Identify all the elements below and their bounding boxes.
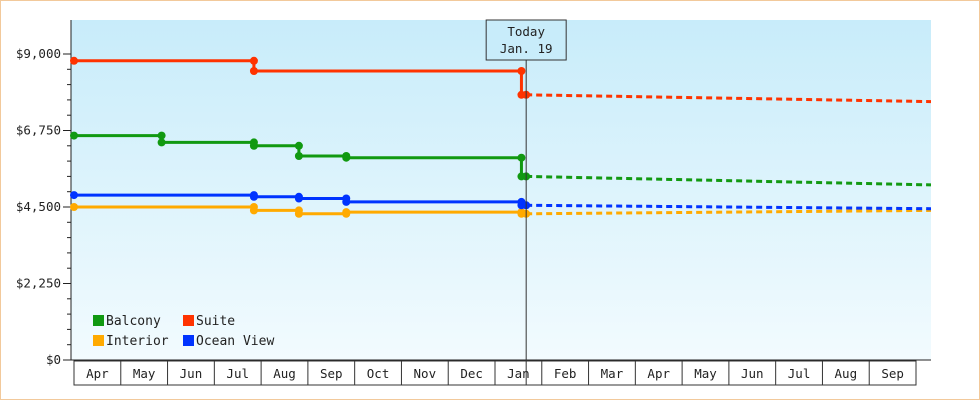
x-tick-label: May	[694, 366, 717, 381]
x-tick-label: Oct	[367, 366, 390, 381]
y-tick-label: $0	[46, 352, 61, 367]
legend-swatch-ocean-view	[183, 335, 194, 346]
balcony-point	[294, 152, 303, 160]
ocean-view-point	[294, 194, 303, 203]
x-tick-label: Sep	[320, 366, 343, 381]
balcony-forecast-line	[526, 174, 932, 187]
legend-label-suite: Suite	[196, 314, 235, 329]
y-tick-label: $9,000	[16, 46, 61, 61]
x-tick-label: Jan	[507, 366, 530, 381]
today-date-label: Jan. 19	[500, 41, 553, 56]
series-interior	[70, 203, 932, 218]
x-tick-label: Dec	[460, 366, 483, 381]
y-tick-label: $2,250	[16, 276, 61, 291]
ocean-view-point	[249, 192, 258, 201]
today-box	[485, 19, 567, 61]
x-tick-label: Jul	[226, 366, 249, 381]
x-tick-label: Jun	[741, 366, 764, 381]
legend-label-interior: Interior	[106, 334, 169, 349]
x-tick-label: Nov	[414, 366, 437, 381]
x-tick-label: Sep	[881, 366, 904, 381]
balcony-point	[342, 153, 351, 162]
today-marker: Today Jan. 19	[485, 19, 567, 385]
balcony-point	[157, 138, 166, 147]
x-tick-label: May	[133, 366, 156, 381]
balcony-point	[249, 141, 258, 150]
legend-swatch-balcony	[93, 315, 104, 326]
legend-swatch-suite	[183, 315, 194, 326]
y-axis: $0 $2,250 $4,500 $6,750 $9,000	[16, 20, 72, 367]
legend-swatch-interior	[93, 335, 104, 346]
suite-point	[517, 67, 526, 75]
x-tick-label: Aug	[835, 366, 858, 381]
interior-point	[294, 209, 303, 218]
plot-background	[71, 20, 931, 360]
suite-point	[70, 56, 78, 65]
legend-label-balcony: Balcony	[106, 314, 161, 329]
y-tick-label: $4,500	[16, 199, 61, 214]
balcony-point	[294, 141, 303, 150]
series-ocean-view	[70, 191, 932, 211]
ocean-view-point	[70, 191, 78, 200]
x-tick-label: Feb	[554, 366, 577, 381]
legend-label-ocean-view: Ocean View	[196, 334, 274, 349]
suite-point	[249, 56, 258, 65]
legend: Balcony Suite Interior Ocean View	[93, 314, 274, 349]
interior-point	[249, 206, 258, 215]
x-tick-label: Jun	[180, 366, 203, 381]
balcony-point	[70, 131, 78, 140]
x-tick-label: Mar	[601, 366, 624, 381]
x-tick-label: Apr	[647, 366, 670, 381]
x-tick-label: Jul	[788, 366, 811, 381]
x-tick-label: Apr	[86, 366, 109, 381]
interior-point	[70, 203, 78, 211]
balcony-point	[157, 131, 166, 140]
y-tick-label: $6,750	[16, 123, 61, 138]
ocean-view-forecast-line	[526, 203, 932, 211]
x-axis: Apr May Jun Jul Aug Sep Oct Nov Dec Jan Feb Mar Apr M…	[71, 359, 931, 386]
suite-forecast-line	[526, 93, 932, 104]
interior-point	[342, 208, 351, 217]
ocean-view-point	[342, 197, 351, 206]
balcony-point	[517, 153, 526, 162]
series-layer	[70, 56, 932, 218]
x-tick-label: Aug	[273, 366, 296, 381]
interior-forecast-line	[526, 208, 932, 216]
suite-point	[249, 67, 258, 75]
today-label: Today	[507, 24, 545, 39]
series-suite	[70, 56, 932, 104]
